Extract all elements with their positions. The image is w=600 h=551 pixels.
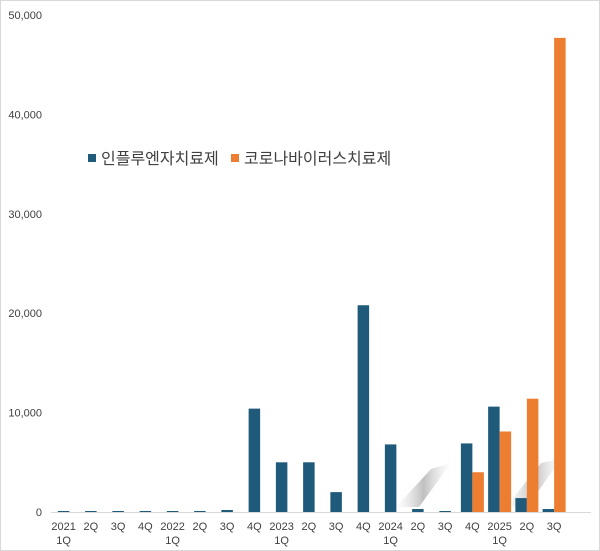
bars bbox=[57, 37, 566, 512]
bar-influenza bbox=[439, 511, 451, 512]
bar-influenza bbox=[330, 492, 342, 512]
bar-influenza bbox=[412, 509, 424, 512]
bar-influenza bbox=[384, 444, 397, 512]
decorative-shadow bbox=[396, 463, 451, 507]
bar-influenza bbox=[515, 498, 527, 512]
y-tick-label: 50,000 bbox=[8, 10, 42, 22]
bar-corona bbox=[526, 398, 539, 512]
y-tick-label: 30,000 bbox=[8, 209, 42, 221]
x-tick-label: 1Q bbox=[274, 535, 289, 547]
x-tick-label: 3Q bbox=[220, 521, 235, 533]
x-tick-label: 2Q bbox=[193, 521, 208, 533]
x-tick-label: 4Q bbox=[247, 521, 262, 533]
bar-influenza bbox=[488, 406, 500, 512]
x-tick-label: 2024 bbox=[378, 521, 402, 533]
bar-influenza bbox=[275, 462, 288, 512]
x-tick-label: 2022 bbox=[160, 521, 184, 533]
y-tick-label: 20,000 bbox=[8, 308, 42, 320]
x-tick-label: 4Q bbox=[356, 521, 371, 533]
bar-influenza bbox=[194, 511, 206, 512]
y-axis: 0 10,000 20,000 30,000 40,000 50,000 bbox=[8, 10, 42, 519]
x-axis: 2021 1Q 2Q 3Q 4Q 2022 1Q 2Q 3Q 4Q 2023 1Q 2Q 3Q 4Q 2024… bbox=[51, 512, 591, 547]
bar-influenza bbox=[357, 305, 370, 512]
y-tick-label: 0 bbox=[36, 507, 42, 519]
y-tick-label: 40,000 bbox=[8, 109, 42, 121]
legend-label-influenza: 인플루엔자치료제 bbox=[101, 149, 219, 168]
x-tick-label: 2Q bbox=[302, 521, 317, 533]
x-tick-label: 3Q bbox=[547, 521, 562, 533]
bar-influenza bbox=[139, 511, 152, 512]
legend-swatch-corona bbox=[231, 154, 239, 162]
x-tick-label: 1Q bbox=[383, 535, 398, 547]
bar-influenza bbox=[460, 443, 473, 512]
x-tick-label: 1Q bbox=[165, 535, 180, 547]
x-tick-label: 2021 bbox=[51, 521, 75, 533]
x-tick-label: 4Q bbox=[465, 521, 480, 533]
x-tick-label: 2Q bbox=[520, 521, 535, 533]
bar-influenza bbox=[542, 509, 555, 512]
x-tick-label: 3Q bbox=[329, 521, 344, 533]
legend: 인플루엔자치료제 코로나바이러스치료제 bbox=[88, 149, 391, 168]
x-tick-label: 1Q bbox=[56, 535, 71, 547]
x-tick-label: 2023 bbox=[269, 521, 293, 533]
bar-corona bbox=[472, 472, 484, 512]
bar-influenza bbox=[85, 511, 97, 512]
bar-corona bbox=[499, 431, 512, 512]
x-tick-label: 3Q bbox=[438, 521, 453, 533]
y-tick-label: 10,000 bbox=[8, 408, 42, 420]
x-tick-label: 2025 bbox=[487, 521, 511, 533]
bar-influenza bbox=[57, 511, 70, 512]
bar-influenza bbox=[112, 511, 124, 512]
bar-corona bbox=[554, 37, 566, 512]
x-tick-label: 3Q bbox=[111, 521, 126, 533]
legend-label-corona: 코로나바이러스치료제 bbox=[244, 149, 391, 168]
x-tick-label: 1Q bbox=[492, 535, 507, 547]
bar-influenza bbox=[221, 510, 233, 512]
bar-influenza bbox=[248, 408, 261, 512]
bar-influenza bbox=[303, 462, 315, 512]
x-tick-label: 2Q bbox=[84, 521, 99, 533]
legend-swatch-influenza bbox=[88, 154, 96, 162]
bar-influenza bbox=[166, 511, 179, 512]
x-tick-label: 4Q bbox=[138, 521, 153, 533]
x-tick-label: 2Q bbox=[411, 521, 426, 533]
